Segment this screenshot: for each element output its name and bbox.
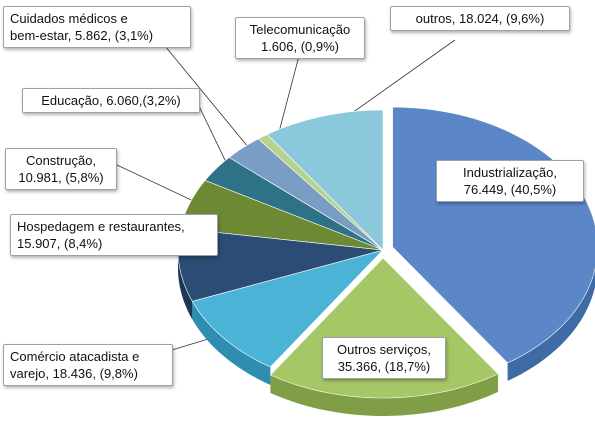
label-outros-servicos-line2: 35.366, (18,7%) [337,359,431,374]
slice-side-comercio [192,301,271,385]
label-cuidados-medicos-line2: bem-estar, 5.862, (3,1%) [10,28,154,43]
label-comercio-line2: varejo, 18.436, (9,8%) [10,366,138,381]
pie-sides [178,250,595,416]
label-industrializacao-line1: Industrialização, [463,165,557,180]
label-outros-line1: outros, 18.024, (9,6%) [415,11,545,26]
callout-industrializacao: Industrialização, 76.449, (40,5%) [436,160,584,202]
label-educacao-line1: Educação, 6.060,(3,2%) [41,93,181,108]
slice-side-hospedagem [178,250,193,320]
slice-outros [266,109,384,251]
slice-cuidados-medicos [228,138,384,251]
leader-line-cuidados-medicos [159,39,258,159]
callout-outros-servicos: Outros serviços, 35.366, (18,7%) [322,337,446,379]
label-construcao-line1: Construção, [25,153,97,168]
callout-cuidados-medicos: Cuidados médicos e bem-estar, 5.862, (3,… [3,6,191,48]
label-cuidados-medicos-line1: Cuidados médicos e [10,11,128,26]
label-hospedagem-line1: Hospedagem e restaurantes, [17,219,185,234]
callout-hospedagem: Hospedagem e restaurantes, 15.907, (8,4%… [10,214,218,256]
pie-slices [177,106,595,399]
label-telecomunicacao-line2: 1.606, (0,9%) [260,39,340,54]
slice-side-industrializacao [507,269,595,381]
callout-telecomunicacao: Telecomunicação 1.606, (0,9%) [235,17,365,59]
callout-comercio: Comércio atacadista e varejo, 18.436, (9… [3,344,173,386]
label-outros-servicos-line1: Outros serviços, [337,342,431,357]
callout-outros: outros, 18.024, (9,6%) [390,6,570,31]
label-telecomunicacao-line1: Telecomunicação [249,22,351,37]
slice-educacao [204,157,384,251]
label-construcao-line2: 10.981, (5,8%) [18,170,104,185]
callout-educacao: Educação, 6.060,(3,2%) [22,88,200,113]
slice-side-outros-servicos [270,373,499,416]
callout-construcao: Construção, 10.981, (5,8%) [5,148,117,190]
label-industrializacao-line2: 76.449, (40,5%) [463,182,557,197]
label-comercio-line1: Comércio atacadista e [10,349,140,364]
label-hospedagem-line2: 15.907, (8,4%) [17,236,103,251]
slice-comercio [191,249,384,368]
leader-lines [116,39,456,351]
slice-telecomunicacao [257,134,384,251]
